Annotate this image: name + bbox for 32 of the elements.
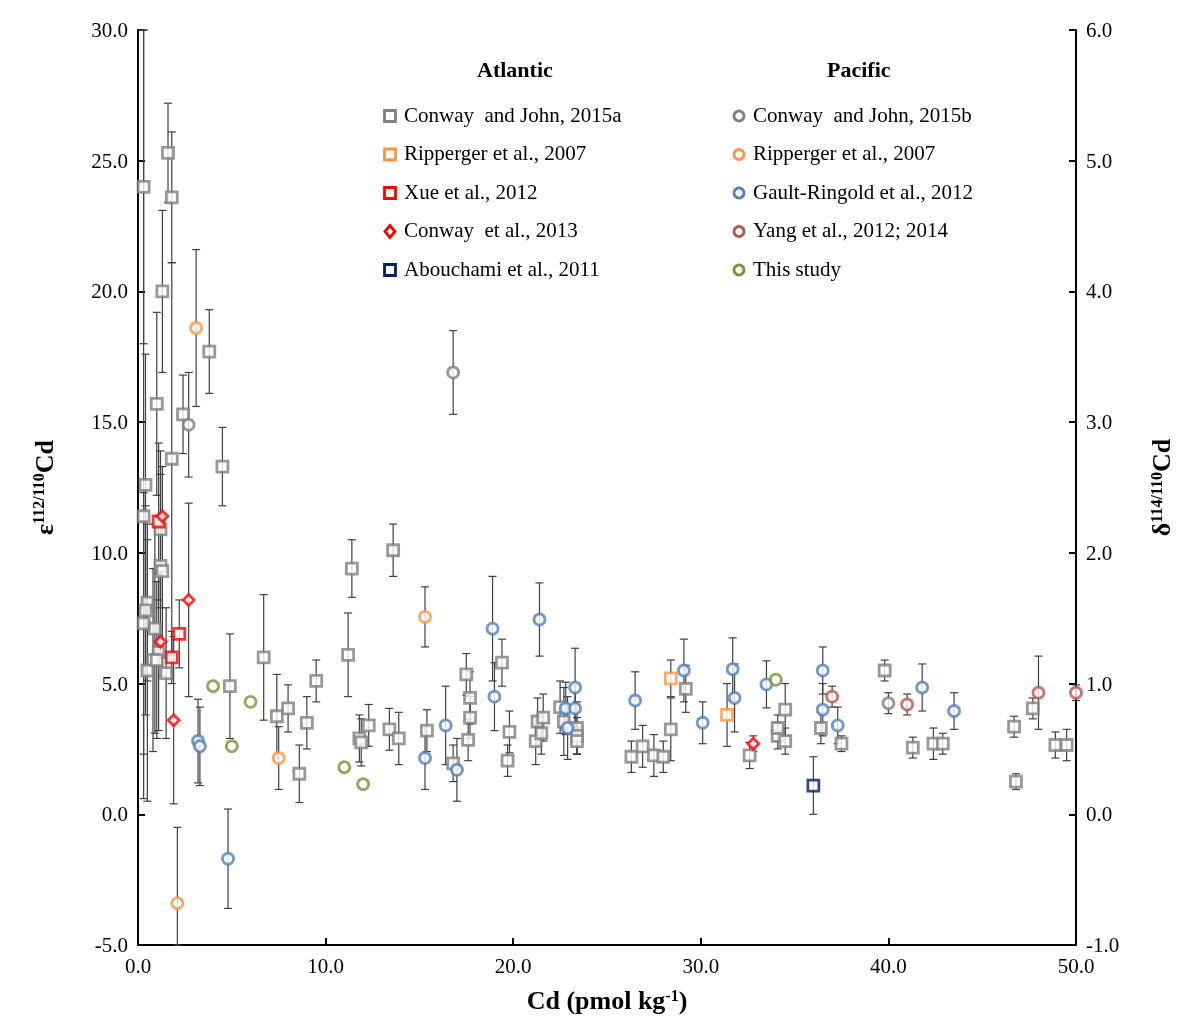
y2-tick-label: 0.0 — [1086, 802, 1113, 827]
y2-tick-label: 3.0 — [1086, 410, 1113, 435]
annotation: Atlantic — [477, 56, 553, 82]
y2-tick-label: 4.0 — [1086, 279, 1113, 304]
y2-tick-label: 2.0 — [1086, 540, 1113, 565]
legend-label: Ripperger et al., 2007 — [404, 141, 587, 165]
y-tick-label: 10.0 — [91, 540, 128, 565]
legend-label: Conway et al., 2013 — [404, 218, 578, 242]
x-tick-label: 10.0 — [307, 953, 344, 978]
y2-tick-label: 6.0 — [1086, 18, 1113, 42]
legend-label: This study — [753, 256, 842, 281]
y2-tick-label: 1.0 — [1086, 671, 1113, 696]
annotation: Pacific — [827, 56, 891, 82]
legend-label: Abouchami et al., 2011 — [404, 256, 600, 281]
y-tick-label: 0.0 — [101, 802, 128, 827]
y-tick-label: 20.0 — [91, 279, 128, 304]
y2-tick-label: 5.0 — [1086, 148, 1113, 173]
y-tick-label: 30.0 — [91, 18, 128, 42]
legend-label: Xue et al., 2012 — [404, 179, 538, 204]
y-tick-label: 5.0 — [101, 671, 128, 696]
y-tick-label: 25.0 — [91, 148, 128, 173]
x-tick-label: 40.0 — [870, 953, 907, 978]
x-tick-label: 30.0 — [682, 953, 720, 978]
legend-label: Conway and John, 2015a — [404, 102, 623, 127]
legend-label: Ripperger et al., 2007 — [753, 141, 936, 165]
legend-label: Gault-Ringold et al., 2012 — [753, 179, 973, 204]
y2-axis-title: δ114/110Cd — [1147, 438, 1177, 537]
y-tick-label: 15.0 — [91, 410, 128, 435]
x-tick-label: 20.0 — [494, 953, 532, 978]
legend-label: Conway and John, 2015b — [753, 102, 972, 127]
y-axis-title: ε112/110Cd — [29, 439, 59, 536]
legend-label: Yang et al., 2012; 2014 — [753, 218, 949, 242]
